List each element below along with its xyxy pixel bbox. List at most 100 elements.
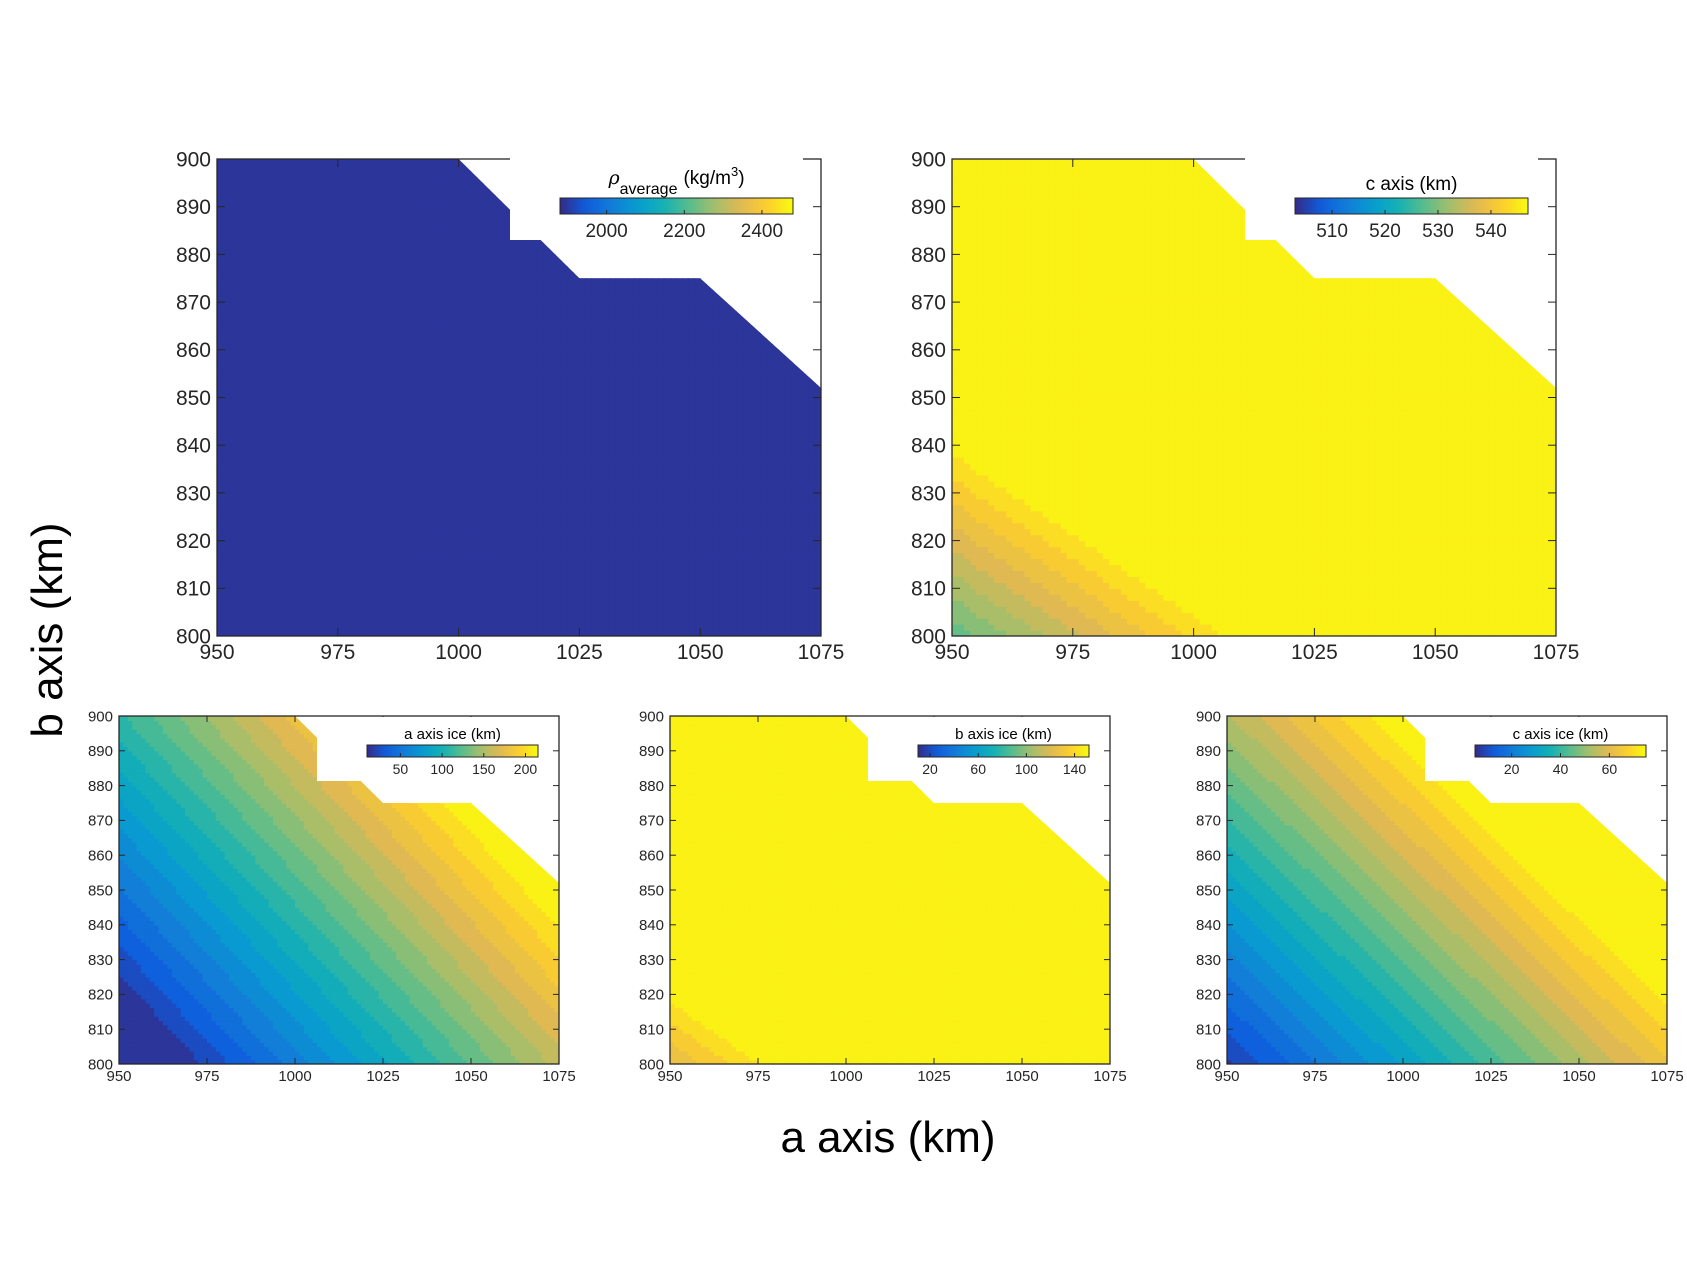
contour-cell (247, 331, 254, 339)
contour-cell (241, 385, 248, 393)
contour-cell (301, 319, 309, 327)
contour-cell (301, 254, 309, 261)
contour-cell (380, 218, 387, 226)
contour-cell (428, 385, 436, 393)
contour-cell (319, 558, 327, 566)
contour-cell (567, 510, 574, 518)
contour-cell (446, 612, 454, 619)
contour-cell (500, 564, 508, 572)
contour-cell (585, 272, 593, 279)
contour-cell (555, 331, 562, 339)
contour-cell (519, 570, 526, 577)
contour-cell (277, 176, 285, 184)
contour-cell (368, 373, 375, 381)
contour-cell (482, 355, 490, 363)
contour-cell (482, 373, 490, 381)
contour-cell (374, 624, 381, 631)
contour-cell (555, 355, 562, 363)
contour-cell (476, 612, 484, 619)
contour-cell (416, 624, 423, 631)
contour-cell (494, 260, 502, 267)
contour-cell (446, 564, 454, 572)
contour-cell (277, 522, 285, 530)
contour-cell (271, 445, 278, 452)
contour-cell (217, 224, 224, 232)
contour-cell (374, 367, 381, 375)
contour-cell (301, 457, 309, 464)
contour-cell (277, 475, 285, 482)
contour-cell (283, 403, 291, 411)
contour-cell (446, 486, 454, 494)
contour-cell (374, 176, 381, 184)
contour-cell (313, 570, 321, 577)
contour-cell (295, 296, 303, 303)
contour-cell (307, 170, 315, 178)
contour-cell (307, 367, 315, 375)
contour-cell (265, 480, 272, 488)
contour-cell (494, 630, 502, 636)
contour-cell (289, 588, 297, 595)
contour-cell (295, 540, 303, 548)
contour-cell (277, 546, 285, 554)
contour-cell (458, 349, 466, 357)
contour-cell (482, 314, 490, 321)
contour-cell (247, 600, 254, 607)
contour-cell (579, 254, 587, 261)
contour-cell (331, 308, 339, 315)
contour-cell (428, 188, 436, 196)
contour-cell (440, 236, 448, 244)
contour-cell (482, 618, 490, 625)
contour-cell (585, 361, 593, 369)
contour-cell (440, 618, 448, 625)
contour-cell (446, 361, 454, 369)
contour-cell (343, 296, 351, 303)
contour-cell (555, 558, 562, 566)
contour-cell (452, 296, 460, 303)
contour-cell (380, 248, 387, 255)
contour-cell (585, 588, 593, 595)
contour-cell (337, 415, 345, 422)
contour-cell (549, 630, 556, 636)
contour-cell (301, 206, 309, 214)
contour-cell (416, 272, 423, 279)
contour-cell (579, 457, 587, 464)
contour-cell (331, 224, 339, 232)
contour-cell (313, 427, 321, 434)
contour-cell (235, 343, 242, 351)
contour-cell (277, 391, 285, 399)
contour-cell (464, 302, 472, 309)
contour-cell (506, 308, 514, 315)
contour-cell (500, 391, 508, 399)
contour-cell (289, 570, 297, 577)
contour-cell (476, 188, 484, 196)
contour-cell (277, 570, 285, 577)
contour-cell (229, 284, 236, 291)
contour-cell (368, 355, 375, 363)
contour-cell (500, 248, 508, 255)
contour-cell (591, 469, 599, 476)
contour-cell (464, 170, 472, 178)
contour-cell (217, 159, 224, 166)
contour-cell (585, 439, 593, 446)
contour-cell (404, 349, 411, 357)
contour-cell (229, 570, 236, 577)
contour-cell (392, 606, 399, 613)
contour-cell (488, 427, 496, 434)
contour-cell (247, 606, 254, 613)
contour-cell (579, 588, 587, 595)
contour-cell (470, 373, 478, 381)
contour-cell (374, 379, 381, 387)
contour-cell (307, 594, 315, 601)
contour-cell (361, 290, 369, 297)
contour-cell (247, 188, 254, 196)
contour-cell (500, 164, 508, 172)
contour-cell (289, 349, 297, 357)
contour-cell (494, 528, 502, 536)
contour-cell (525, 260, 532, 267)
contour-cell (223, 248, 230, 255)
contour-cell (416, 200, 423, 208)
contour-cell (223, 540, 230, 548)
contour-cell (361, 272, 369, 279)
contour-cell (452, 194, 460, 202)
contour-cell (337, 236, 345, 244)
